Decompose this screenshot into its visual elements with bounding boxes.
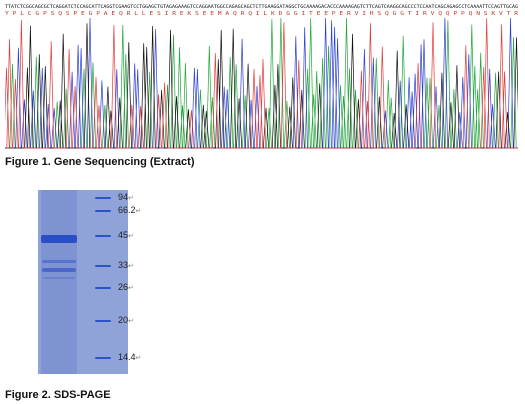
marker-label: 20↵	[118, 315, 134, 326]
marker-label: 26↵	[118, 282, 134, 293]
sample-band-major	[41, 235, 77, 243]
trace-C	[5, 17, 518, 149]
ladder-band-20	[95, 320, 111, 322]
sequencing-chromatogram: TTATCTCGGCAGCGCTCAGGATCTCCAGCATTCAGGTCGA…	[5, 4, 518, 149]
sample-band	[42, 268, 76, 272]
marker-label: 45↵	[118, 230, 134, 241]
marker-label: 33↵	[118, 260, 134, 271]
ladder-band-14	[95, 357, 111, 359]
marker-label: 66.2↵	[118, 205, 142, 216]
trace-A	[5, 17, 518, 149]
sample-band	[43, 277, 75, 279]
base-call-sequence: TTATCTCGGCAGCGCTCAGGATCTCCAGCATTCAGGTCGA…	[5, 4, 518, 10]
ladder-band-45	[95, 235, 111, 237]
sds-page-gel	[38, 190, 128, 374]
marker-label: 94↵	[118, 192, 134, 203]
ladder-band-26	[95, 287, 111, 289]
marker-label: 14.4↵	[118, 352, 142, 363]
amino-acid-translation: Y P L C G P S Q S P E G P A E Q R L L E …	[5, 11, 518, 17]
sample-band	[42, 260, 76, 263]
figure-1-caption: Figure 1. Gene Sequencing (Extract)	[5, 156, 195, 168]
sample-lane	[41, 190, 77, 374]
ladder-band-66	[95, 210, 111, 212]
sds-page-gel-panel: 94↵ 66.2↵ 45↵ 33↵ 26↵ 20↵ 14.4↵	[38, 190, 141, 374]
ladder-band-33	[95, 265, 111, 267]
figure-2-caption: Figure 2. SDS-PAGE	[5, 389, 111, 401]
ladder-band-94	[95, 197, 111, 199]
trace-T	[5, 17, 518, 149]
